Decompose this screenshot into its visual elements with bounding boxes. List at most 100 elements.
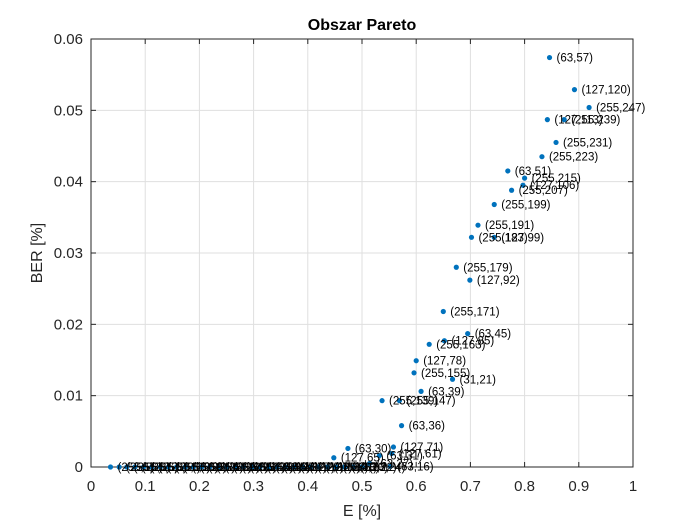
data-point <box>333 464 339 470</box>
data-point <box>240 464 246 470</box>
data-point-label: (255,45) <box>267 462 310 474</box>
data-point <box>140 464 147 470</box>
data-point <box>520 182 526 188</box>
x-tick-label: 0.8 <box>514 478 535 495</box>
data-point-label: (255,171) <box>450 306 499 318</box>
data-point <box>418 388 424 394</box>
data-point-label: (127,41) <box>334 462 377 474</box>
data-point <box>411 370 417 376</box>
data-point-label: (255,163) <box>436 339 485 351</box>
data-point <box>182 464 188 470</box>
data-point-label: (127,120) <box>581 85 630 97</box>
data-point <box>266 464 272 470</box>
data-point-label: (63,45) <box>475 329 512 341</box>
data-point <box>132 464 138 470</box>
data-point-label: (127,61) <box>399 448 442 460</box>
data-point <box>174 464 180 470</box>
x-tick-label: 0.4 <box>297 478 318 495</box>
data-point-label: (127,38) <box>326 462 369 474</box>
x-tick-label: 0.2 <box>189 478 210 495</box>
data-point <box>376 452 382 459</box>
x-tick-label: 0.7 <box>460 478 481 495</box>
y-tick-labels: 0 0.01 0.02 0.03 0.04 0.05 0.06 <box>54 31 83 476</box>
y-tick-label: 0.05 <box>54 102 83 119</box>
data-point <box>215 464 221 470</box>
data-point <box>465 331 471 337</box>
data-point <box>116 464 122 470</box>
data-point-label: (255,191) <box>485 220 534 232</box>
data-points <box>107 54 592 470</box>
data-point <box>232 464 238 470</box>
data-point <box>345 445 351 452</box>
data-point-label: (255,223) <box>549 152 598 164</box>
data-point-label: (255,21) <box>192 462 235 474</box>
data-point-label: (255,40) <box>250 462 293 474</box>
data-point <box>257 464 263 470</box>
data-point <box>389 450 395 457</box>
y-tick-label: 0.04 <box>54 174 83 191</box>
data-point-label: (127,27) <box>292 462 335 474</box>
data-point <box>359 464 365 470</box>
x-tick-label: 0 <box>87 478 95 495</box>
data-point <box>453 264 459 270</box>
data-point-label: (255,139) <box>389 396 438 408</box>
data-point <box>413 358 419 364</box>
data-point-label: (255,32) <box>225 462 268 474</box>
data-point <box>249 464 255 470</box>
x-tick-label: 1 <box>629 478 637 495</box>
data-point-label: (127,35) <box>318 462 361 474</box>
data-point <box>342 464 348 470</box>
data-point-label: (63,57) <box>557 53 594 65</box>
data-point <box>307 464 314 470</box>
data-point <box>491 201 497 208</box>
data-point-label: (255,8) <box>151 462 188 474</box>
data-point-label: (255,183) <box>478 232 527 244</box>
data-point <box>274 464 280 470</box>
data-point-label: (63,27) <box>377 458 414 470</box>
data-point-label: (127,113) <box>554 115 603 127</box>
data-point <box>426 341 432 347</box>
data-point <box>491 234 497 240</box>
data-point-label: (255,231) <box>563 137 612 149</box>
y-tick-label: 0.03 <box>54 245 83 262</box>
data-point <box>165 464 172 470</box>
y-axis-label: BER [%] <box>29 223 46 283</box>
data-point <box>207 464 213 470</box>
data-point-label: (255,239) <box>571 115 620 127</box>
data-point-label: (63,36) <box>409 421 446 433</box>
data-point <box>379 398 385 404</box>
data-point-label: (63,22) <box>360 462 397 474</box>
data-point-label: (255,48) <box>276 462 319 474</box>
data-point <box>299 464 305 470</box>
data-point <box>522 175 528 181</box>
data-point-label: (127,92) <box>477 275 520 287</box>
data-point <box>553 139 559 146</box>
y-tick-label: 0.06 <box>54 31 83 48</box>
data-point <box>440 308 446 315</box>
point-labels: (63,57)(127,120)(255,247)(127,113)(255,2… <box>118 53 646 474</box>
data-point-label: (63,31) <box>386 451 423 463</box>
data-point-label: (127,71) <box>400 442 443 454</box>
x-tick-labels: 0 0.1 0.2 0.3 0.4 0.5 0.6 0.7 0.8 0.9 1 <box>87 478 637 495</box>
data-point-label: (255,1) <box>118 462 155 474</box>
data-point-label: (255,35) <box>234 462 277 474</box>
data-point-label: (255,11) <box>159 462 201 474</box>
data-point-label: (255,16) <box>176 462 219 474</box>
data-point <box>390 444 397 450</box>
x-tick-label: 0.1 <box>135 478 156 495</box>
data-point-label: (255,13) <box>167 462 210 474</box>
data-point-label: (255,247) <box>596 102 645 114</box>
data-point <box>190 464 197 470</box>
data-point <box>468 234 475 240</box>
data-point <box>387 463 393 469</box>
data-point-label: (127,29) <box>301 462 344 474</box>
data-point <box>571 87 578 93</box>
data-point-label: (63,51) <box>515 166 552 178</box>
data-point-label: (255,5) <box>142 462 179 474</box>
x-tick-label: 0.5 <box>352 478 373 495</box>
data-point-label: (63,18) <box>343 462 380 474</box>
data-point-label: (255,19) <box>184 462 227 474</box>
data-point <box>223 464 230 470</box>
data-point-label: (127,85) <box>451 336 494 348</box>
